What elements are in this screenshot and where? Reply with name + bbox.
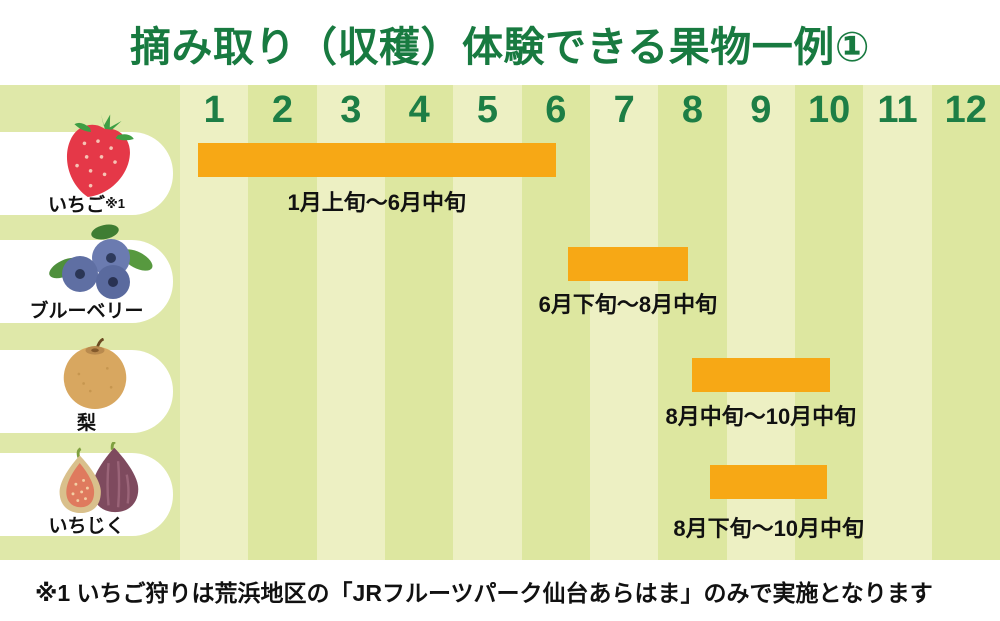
harvest-calendar-chart: 1 2 3 4 5 6 7 8 9 10 11 12 いちご※1 1月上旬〜6月中旬 ブルーベリー 6月下旬〜… [0,85,1000,560]
harvest-period-bar [691,358,830,392]
month-label-11: 11 [877,89,918,131]
title-bar: 摘み取り（収穫）体験できる果物一例① [0,0,1000,85]
harvest-period-bar [197,143,556,177]
month-label-2: 2 [271,89,294,131]
month-label-10: 10 [808,89,851,131]
fruit-footnote-marker: ※1 [105,196,125,211]
month-label-4: 4 [408,89,430,131]
harvest-period-label: 1月上旬〜6月中旬 [287,190,467,215]
harvest-period-bar [710,465,828,499]
footnote-bar: ※1 いちご狩りは荒浜地区の「JRフルーツパーク仙台あらはま」のみで実施となりま… [0,560,1000,621]
month-label-8: 8 [681,89,704,131]
page-title: 摘み取り（収穫）体験できる果物一例① [130,23,870,70]
month-label-6: 6 [545,89,567,131]
harvest-period-bar [568,247,688,281]
fruit-name-label: 梨 [0,408,173,435]
harvest-period-label: 8月下旬〜10月中旬 [673,516,865,541]
harvest-period-label: 8月中旬〜10月中旬 [665,404,857,429]
month-column-stripe [863,85,933,560]
fruit-name-label: ブルーベリー [0,296,173,323]
month-label-9: 9 [750,89,772,131]
fruit-name: いちじく [48,516,125,537]
month-label-7: 7 [613,89,635,131]
fruit-name-label: いちじく [0,511,173,538]
fruit-name: ブルーベリー [29,301,144,322]
month-label-5: 5 [476,89,499,131]
fruit-name-label: いちご※1 [0,190,173,217]
month-label-1: 1 [203,89,225,131]
month-column-stripe [931,85,1000,560]
month-label-3: 3 [340,89,362,131]
footnote: ※1 いちご狩りは荒浜地区の「JRフルーツパーク仙台あらはま」のみで実施となりま… [35,579,933,606]
fruit-name: 梨 [76,413,96,434]
month-column-stripe [590,85,659,560]
fruit-name: いちご [48,195,106,216]
harvest-period-label: 6月下旬〜8月中旬 [538,292,718,317]
month-label-12: 12 [944,89,987,131]
